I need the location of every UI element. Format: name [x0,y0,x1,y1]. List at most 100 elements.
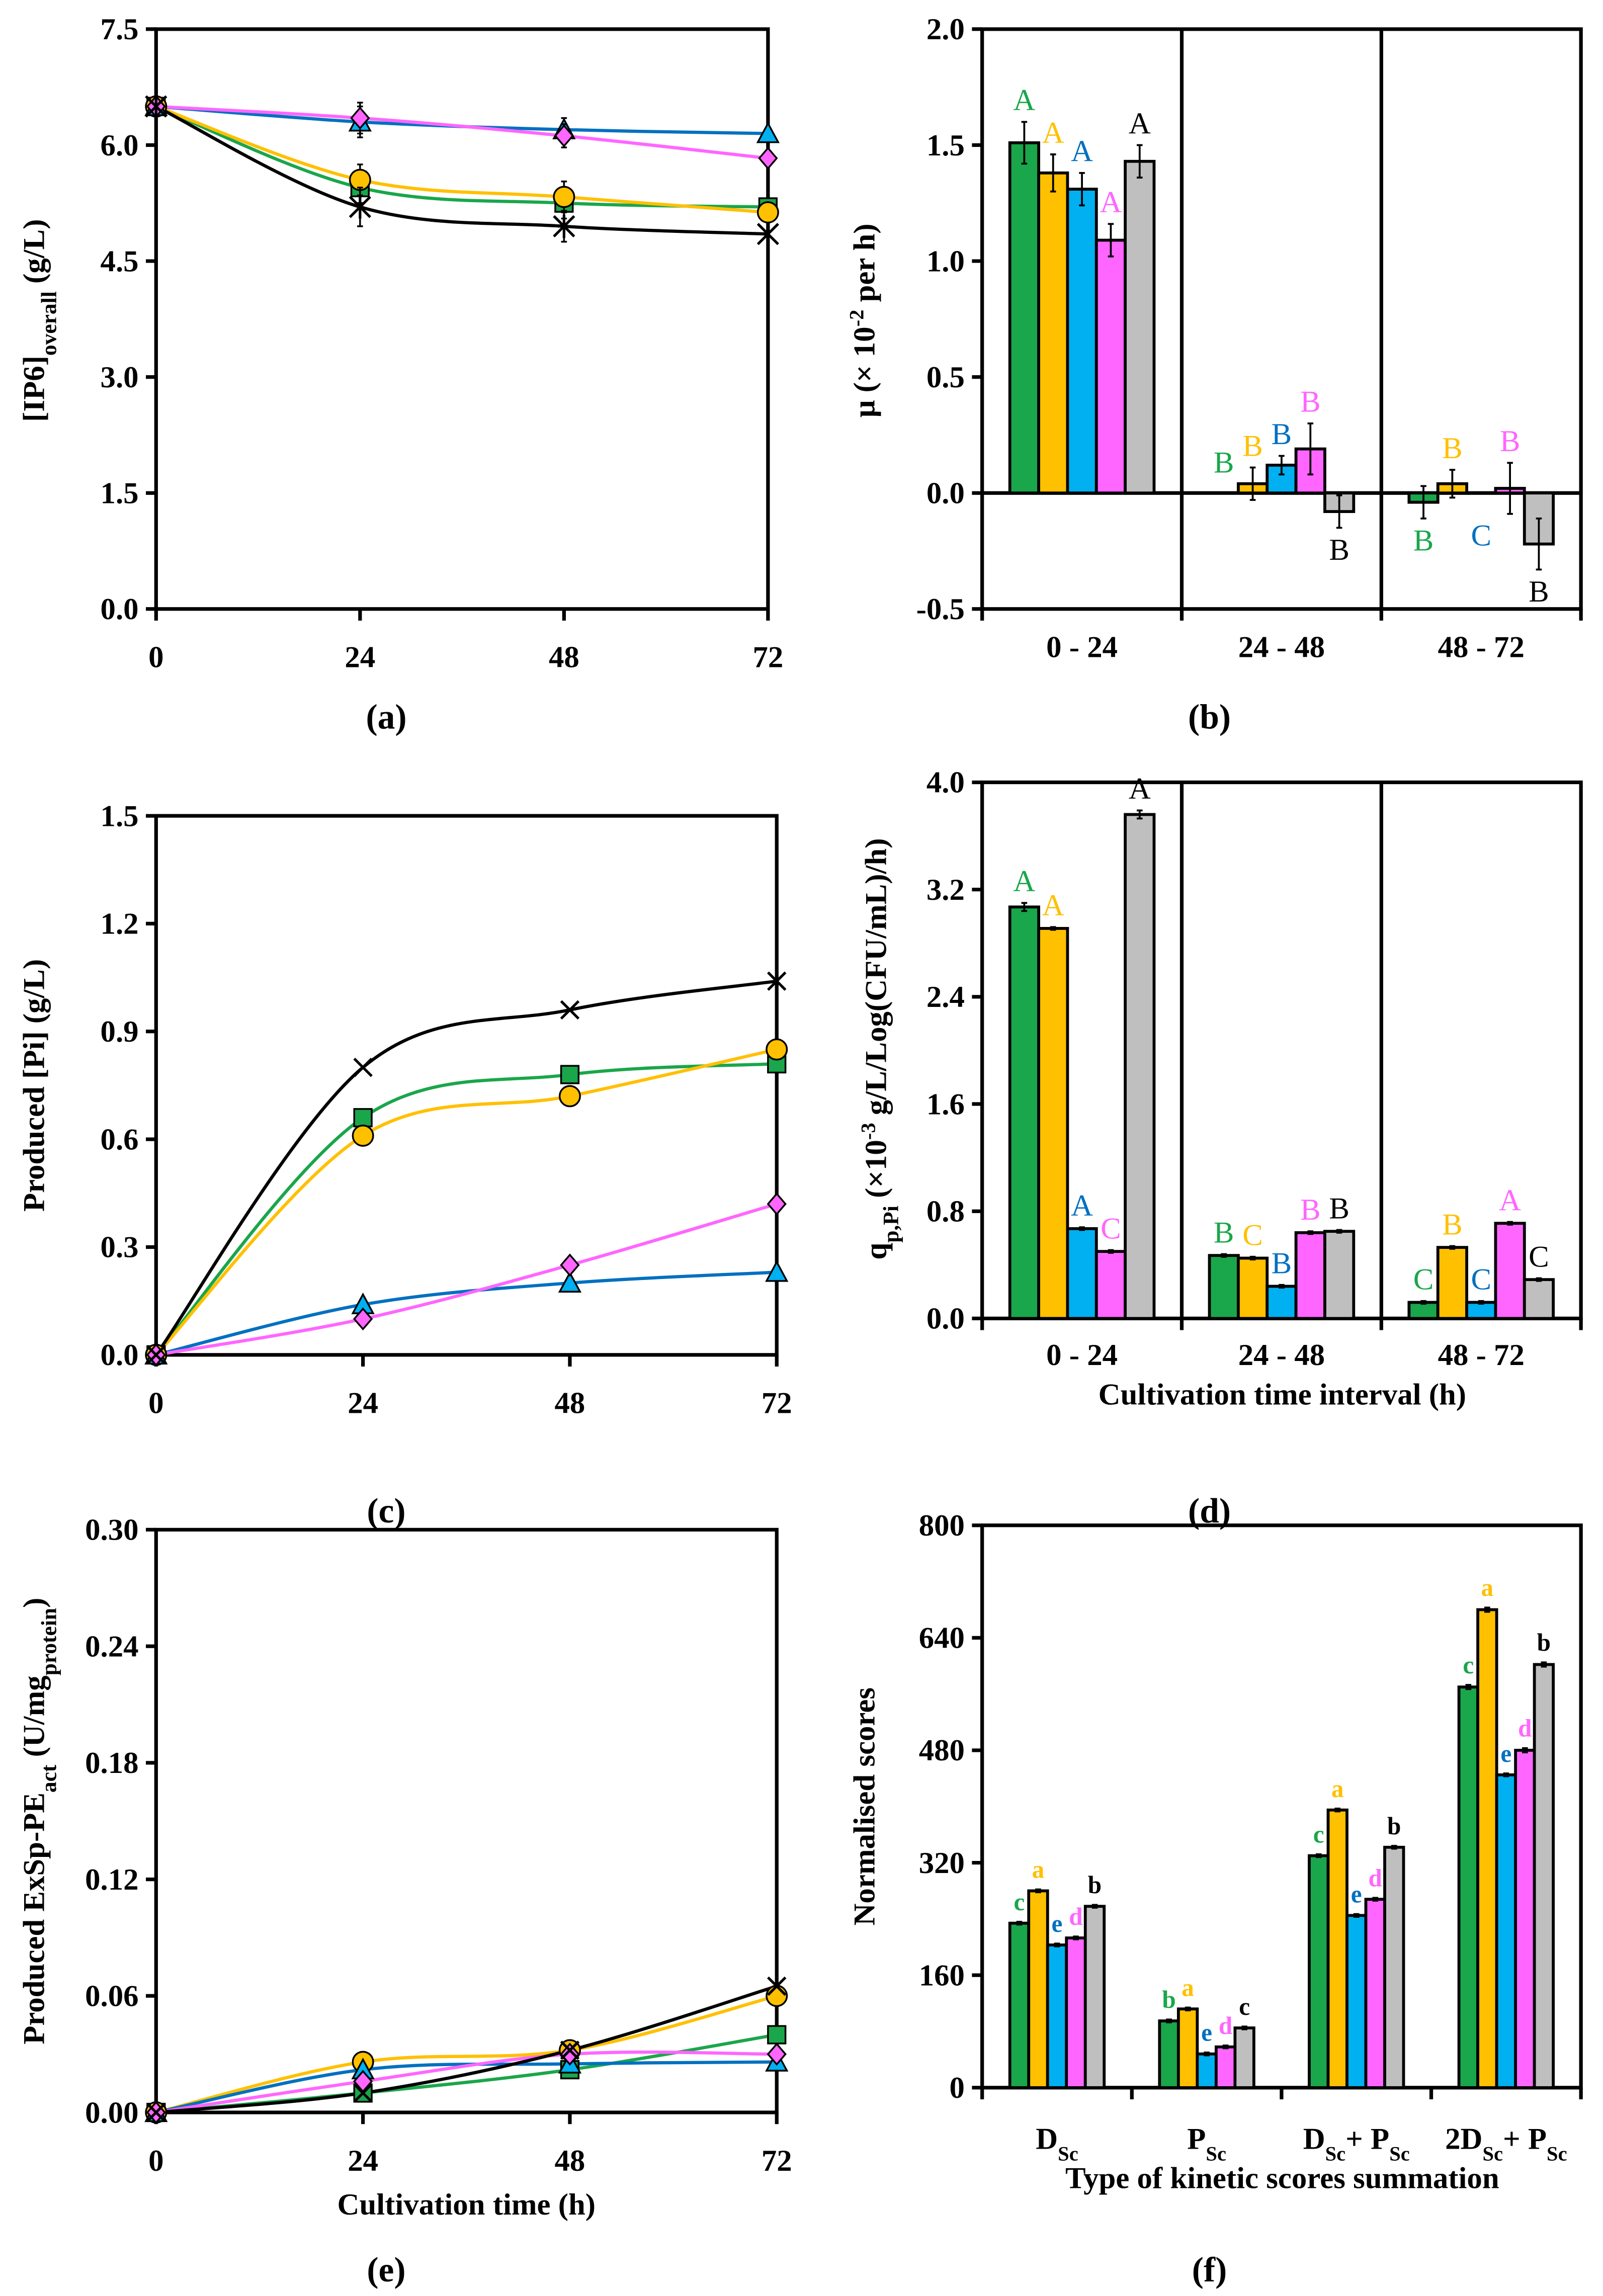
error-bar [1307,422,1314,476]
bar-yellow [1027,1889,1049,2089]
circle-marker [558,1085,581,1108]
bar-gray [1124,813,1156,1320]
bar-green [1308,1854,1330,2089]
y-axis-label: Produced ExSp-PEact (U/mgprotein) [17,1598,61,2045]
error-bar [1503,1772,1509,1777]
error-bar [1478,1300,1484,1305]
panel-label: (e) [367,2251,405,2289]
y-tick-label: 0.06 [85,1980,138,2013]
label-part: μ (× 10 [848,326,881,417]
x-tick-label: DSc+ PSc [1303,2122,1410,2164]
error-bar [1465,1684,1472,1690]
error-bar [1315,1853,1322,1858]
significance-letter: A [1071,1189,1093,1223]
error-bar [1420,1300,1426,1305]
star-marker [145,95,167,118]
significance-letter: d [1069,1903,1082,1930]
panel-label: (f) [1192,2251,1227,2289]
bar-blue [1066,188,1098,495]
significance-letter: B [1214,1216,1234,1249]
significance-letter: C [1413,1263,1434,1297]
y-tick-label: 0.6 [101,1123,139,1156]
x-axis-label: Cultivation time (h) [338,2188,596,2222]
panel-label: (a) [366,698,406,736]
y-tick-label: 4.5 [101,244,139,278]
bar-pink [1294,1231,1326,1320]
y-tick-label: 0.0 [101,592,139,626]
bar-yellow [1236,1256,1269,1320]
label-part: Produced [Pi] (g/L) [17,959,51,1212]
label-part: Produced ExSp-PE [17,1793,51,2045]
x-tick-label: 48 - 72 [1438,1338,1525,1372]
y-tick-label: 0.0 [926,476,965,510]
significance-letter: d [1369,1864,1382,1892]
y-tick-label: 1.5 [101,476,139,510]
y-tick-label: 0.3 [101,1231,139,1264]
x-tick-label: 48 [555,2144,585,2178]
error-bar [1536,1277,1542,1282]
y-tick-label: 480 [919,1734,965,1767]
x-tick-label: 72 [762,1387,792,1420]
significance-letter: B [1500,424,1521,458]
bar-green [1008,141,1040,495]
significance-letter: B [1272,1247,1292,1281]
series-line-black [154,979,777,1356]
x-tick-label: DSc [1036,2122,1078,2164]
label-part: overall [37,291,61,356]
label-part: P [1187,2122,1206,2156]
y-tick-label: 2.4 [926,980,965,1014]
error-bar [1522,1747,1528,1754]
error-bar [1021,902,1028,912]
series-line-blue [155,1270,777,1356]
bar-pink [1065,1936,1087,2089]
x-tick-label: 0 [148,1387,163,1420]
error-bar [1507,1221,1513,1226]
chart-a: 0.0 1.5 3.0 4.5 6.0 7.5 [IP6]overall (g/L) (a) 0… [17,13,783,736]
x-axis-label: Type of kinetic scores summation [1065,2162,1499,2195]
plot-frame [154,1527,779,2114]
error-bar [1353,1913,1360,1918]
significance-letter: e [1052,1910,1063,1937]
circle-marker [766,1985,788,2007]
diamond-marker [560,2043,580,2066]
y-tick-label: 0.18 [85,1746,138,1780]
label-part: D [1036,2122,1058,2156]
x-axis-label: Cultivation time interval (h) [1099,1378,1466,1411]
circle-marker [756,201,779,224]
bar-gray [1083,1905,1106,2089]
significance-letter: A [1499,1183,1521,1217]
bar-blue [1495,1773,1517,2089]
bar-gray [1124,159,1156,495]
bar-pink [1494,1222,1526,1320]
significance-letter: C [1242,1219,1263,1252]
y-tick-label: 0 [950,2071,965,2105]
significance-letter: b [1088,1871,1102,1899]
x-tick-label: 0 - 24 [1046,1338,1118,1372]
bar-pink [1094,238,1127,495]
significance-letter: B [1329,1192,1349,1225]
plot-frame [154,814,779,1357]
significance-letter: C [1471,1263,1491,1297]
error-bar [1222,2045,1229,2050]
cross-marker [767,971,787,991]
significance-letter: c [1239,1993,1250,2020]
circle-marker [766,1038,788,1061]
y-tick-label: 0.30 [85,1513,138,1547]
error-bar [1016,1921,1023,1926]
bar-yellow [1326,1808,1348,2089]
significance-letter: B [1442,1208,1463,1241]
error-bar [1279,1284,1285,1289]
bar-gray [1523,1278,1555,1320]
error-bar [1372,1897,1379,1902]
error-bar [1307,1230,1314,1235]
square-marker [560,1065,580,1084]
significance-letter: c [1313,1821,1324,1848]
chart-c: 0.0 0.3 0.6 0.9 1.2 1.5 Produced [Pi] (g/L) (c)… [17,799,792,1530]
label-part: -2 [845,310,868,327]
y-tick-label: 1.5 [926,129,965,162]
star-marker [349,195,371,219]
bar-gray [1383,1845,1405,2089]
bar-green [1008,905,1040,1320]
y-tick-label: 0.8 [926,1195,965,1228]
chart-e: 0.00 0.06 0.12 0.18 0.24 0.30 Produced ExSp-PE… [17,1513,792,2289]
